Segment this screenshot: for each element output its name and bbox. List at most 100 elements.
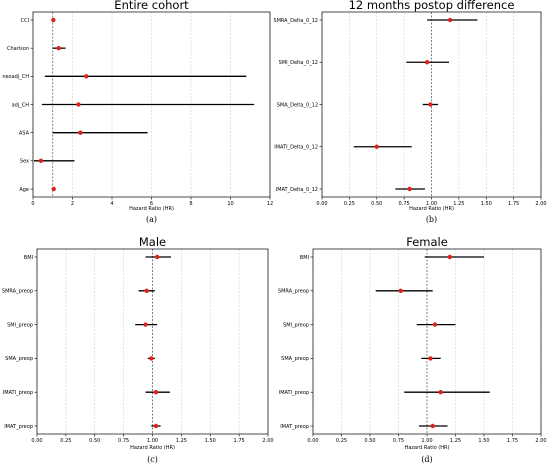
x-tick-label: 0.75: [393, 438, 404, 444]
x-tick-label: 1.75: [234, 438, 245, 444]
x-tick-label: 1.25: [450, 438, 461, 444]
hazard-ratio-point: [447, 17, 453, 23]
hazard-ratio-point: [428, 356, 433, 361]
hazard-ratio-point: [144, 288, 149, 293]
panel-c: 0.00 0.25 0.50 0.75 1.00 1.25 1.50 1.75 2.00 BMI S…: [2, 235, 274, 464]
x-tick-label: 6: [150, 201, 153, 207]
panel-caption-label: (c): [147, 455, 158, 464]
x-tick-label: 10: [227, 201, 233, 207]
x-axis-label: Hazard Ratio (HR): [409, 206, 454, 212]
x-tick-label: 4: [110, 201, 113, 207]
y-tick-label: Charlson: [7, 46, 29, 52]
x-tick-label: 0.75: [399, 201, 410, 207]
hazard-ratio-point: [149, 356, 154, 361]
x-tick-label: 0.50: [364, 438, 375, 444]
hazard-ratio-point: [424, 60, 430, 65]
x-tick-label: 0.75: [118, 438, 129, 444]
x-tick-label: 2.00: [535, 201, 546, 207]
hazard-ratio-point: [78, 130, 83, 135]
x-tick-label: 0.25: [60, 438, 71, 444]
hazard-ratio-point: [84, 74, 89, 79]
x-tick-label: 2.00: [535, 438, 546, 444]
y-tick-label: IMAT_preop: [4, 424, 33, 430]
plot-frame: [321, 11, 542, 198]
panel-caption-label: (a): [146, 215, 157, 224]
y-tick-label: SMA_Delta_0_12: [277, 102, 318, 108]
hazard-ratio-point: [398, 288, 403, 293]
y-tick-label: SMI_preop: [283, 322, 309, 328]
y-tick-label: SMI_Delta_0_12: [279, 60, 318, 66]
panel-caption-label: (b): [426, 215, 437, 224]
plot-frame: [32, 11, 271, 198]
panel-title: Entire cohort: [114, 0, 189, 12]
hazard-ratio-point: [407, 186, 412, 192]
y-tick-label: IMAT_Delta_0_12: [276, 187, 318, 193]
x-axis-label: Hazard Ratio (HR): [130, 445, 175, 451]
x-tick-label: 1.00: [147, 438, 158, 444]
y-tick-label: IMATI_preop: [3, 390, 33, 396]
y-tick-label: SMA_preop: [5, 356, 33, 362]
x-tick-label: 1.00: [426, 201, 437, 207]
y-tick-label: ASA: [19, 130, 30, 136]
panel-caption-label: (d): [421, 455, 432, 464]
x-tick-label: 1.50: [205, 438, 216, 444]
x-tick-label: 1.00: [421, 438, 432, 444]
y-tick-label: neoadj_CH: [2, 74, 29, 80]
x-tick-label: 1.50: [478, 438, 489, 444]
x-tick-label: 1.25: [453, 201, 464, 207]
hazard-ratio-point: [76, 102, 81, 107]
hazard-ratio-point: [38, 158, 44, 164]
hazard-ratio-point: [153, 390, 159, 395]
x-tick-label: 1.75: [508, 201, 519, 207]
x-tick-label: 8: [189, 201, 192, 207]
x-tick-label: 12: [267, 201, 273, 207]
x-tick-label: 0.00: [307, 438, 318, 444]
y-tick-label: Age: [19, 187, 29, 193]
x-tick-label: 0.25: [336, 438, 347, 444]
y-tick-label: IMATI_Delta_0_12: [274, 145, 318, 151]
x-tick-label: 1.50: [481, 201, 492, 207]
y-tick-label: BMI: [300, 255, 309, 261]
x-tick-label: 2.00: [262, 438, 273, 444]
panel-a: 0 2 4 6 8 10 12 CCI Charlson neoadj_CH adj_CH ASA Se…: [2, 0, 273, 224]
y-tick-label: SMRA_preop: [2, 289, 33, 295]
y-tick-label: BMI: [24, 255, 33, 261]
y-tick-label: Sex: [20, 159, 29, 165]
y-tick-label: CCI: [21, 18, 29, 24]
y-tick-label: SMA_preop: [281, 356, 309, 362]
y-tick-label: SMRA_Delta_0_12: [273, 18, 318, 24]
plot-frame: [36, 248, 269, 435]
hazard-ratio-point: [51, 186, 56, 192]
panel-d: 0.00 0.25 0.50 0.75 1.00 1.25 1.50 1.75 2.00 BMI S…: [278, 235, 547, 464]
y-tick-label: IMAT_preop: [280, 424, 309, 430]
hazard-ratio-point: [438, 390, 443, 395]
hazard-ratio-point: [432, 322, 438, 327]
x-tick-label: 1.75: [507, 438, 518, 444]
hazard-ratio-point: [428, 102, 433, 107]
x-tick-label: 0.50: [89, 438, 100, 444]
hazard-ratio-point: [447, 254, 452, 260]
hazard-ratio-point: [374, 144, 379, 149]
panel-title: 12 months postop difference: [349, 0, 515, 12]
plot-frame: [312, 248, 542, 435]
y-tick-label: adj_CH: [12, 102, 30, 108]
x-tick-label: 0.25: [344, 201, 355, 207]
y-tick-label: SMRA_preop: [278, 289, 309, 295]
panel-title: Male: [139, 235, 166, 249]
x-tick-label: 2: [71, 201, 74, 207]
x-axis-label: Hazard Ratio (HR): [405, 445, 450, 451]
x-tick-label: 0.00: [31, 438, 42, 444]
hazard-ratio-point: [153, 423, 159, 429]
hazard-ratio-point: [430, 423, 435, 429]
hazard-ratio-point: [143, 322, 148, 327]
x-tick-label: 1.25: [176, 438, 187, 444]
panel-title: Female: [406, 235, 448, 249]
y-tick-label: SMI_preop: [7, 322, 33, 328]
x-tick-label: 0: [31, 201, 34, 207]
hazard-ratio-point: [56, 45, 61, 51]
x-axis-label: Hazard Ratio (HR): [129, 206, 174, 212]
y-tick-label: IMATI_preop: [279, 390, 309, 396]
x-tick-label: 0.50: [371, 201, 382, 207]
hazard-ratio-point: [51, 17, 56, 23]
